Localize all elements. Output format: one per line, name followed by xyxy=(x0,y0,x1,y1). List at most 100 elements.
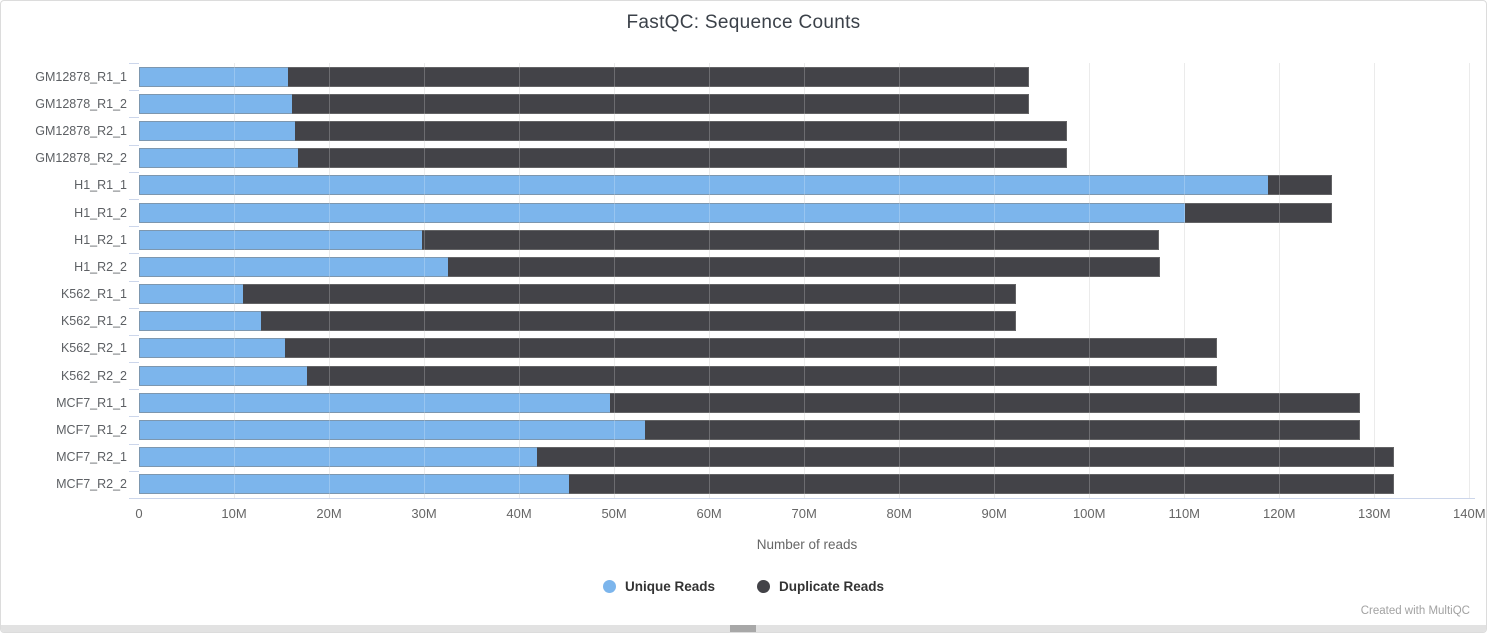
bar-segment-unique-reads[interactable] xyxy=(139,284,243,305)
x-axis-tick-labels: 0 10M 20M 30M 40M 50M 60M 70M 80M 90M 100M 110M 120M… xyxy=(135,506,1485,524)
gridline-30M xyxy=(424,63,426,498)
x-axis-line xyxy=(139,498,1475,499)
gridline-70M xyxy=(804,63,806,498)
legend-color-dot-icon xyxy=(602,580,616,593)
y-axis-tick xyxy=(129,416,139,418)
x-tick-label: 80M xyxy=(886,506,912,521)
stacked-bar-K562_R2_2 xyxy=(139,365,1218,386)
stacked-bar-MCF7_R2_2 xyxy=(139,474,1395,495)
stacked-bar-H1_R2_1 xyxy=(139,229,1159,250)
stacked-bar-MCF7_R1_2 xyxy=(139,420,1360,441)
gridline-140M xyxy=(1469,63,1471,498)
gridline-40M xyxy=(519,63,521,498)
bar-segment-unique-reads[interactable] xyxy=(139,474,570,495)
gridline-130M xyxy=(1374,63,1376,498)
y-axis-tick xyxy=(129,498,139,499)
stacked-bar-H1_R2_2 xyxy=(139,256,1160,277)
x-tick-label: 30M xyxy=(411,506,437,521)
legend-item-unique-reads[interactable]: Unique Reads xyxy=(602,579,715,594)
stacked-bar-K562_R1_2 xyxy=(139,311,1017,332)
bar-segment-duplicate-reads[interactable] xyxy=(285,338,1218,359)
x-tick-label: 10M xyxy=(221,506,247,521)
x-tick-label: 110M xyxy=(1168,506,1201,521)
bar-segment-unique-reads[interactable] xyxy=(139,66,289,87)
bar-segment-duplicate-reads[interactable] xyxy=(294,120,1068,141)
gridline-20M xyxy=(329,63,331,498)
stacked-bar-MCF7_R1_1 xyxy=(139,392,1360,413)
gridline-90M xyxy=(994,63,996,498)
gridline-60M xyxy=(709,63,711,498)
gridline-60M xyxy=(709,63,711,498)
bar-segment-unique-reads[interactable] xyxy=(139,392,611,413)
legend-color-dot-icon xyxy=(756,580,770,593)
gridline-80M xyxy=(899,63,901,498)
legend-label: Duplicate Reads xyxy=(778,579,885,594)
category-label-GM12878_R1_1: GM12878_R1_1 xyxy=(35,69,127,84)
scrollbar-thumb[interactable] xyxy=(730,625,756,632)
category-label-MCF7_R2_2: MCF7_R2_2 xyxy=(56,477,127,492)
category-label-K562_R1_1: K562_R1_1 xyxy=(60,287,127,302)
bar-segment-duplicate-reads[interactable] xyxy=(569,474,1395,495)
bar-segment-unique-reads[interactable] xyxy=(139,420,646,441)
category-label-K562_R2_1: K562_R2_1 xyxy=(60,341,127,356)
stacked-bar-GM12878_R1_1 xyxy=(139,66,1030,87)
bar-segment-duplicate-reads[interactable] xyxy=(291,93,1030,114)
y-axis-tick xyxy=(129,171,139,173)
gridline-140M xyxy=(1469,63,1471,498)
bar-segment-duplicate-reads[interactable] xyxy=(307,365,1218,386)
bar-segment-unique-reads[interactable] xyxy=(139,202,1186,223)
bar-segment-duplicate-reads[interactable] xyxy=(610,392,1360,413)
bar-segment-duplicate-reads[interactable] xyxy=(1267,175,1332,196)
x-tick-label: 0 xyxy=(135,506,143,521)
y-axis-tick xyxy=(129,443,139,445)
legend-label: Unique Reads xyxy=(624,579,715,594)
bar-segment-unique-reads[interactable] xyxy=(139,148,298,169)
stacked-bar-K562_R2_1 xyxy=(139,338,1218,359)
stacked-bar-K562_R1_1 xyxy=(139,284,1017,305)
x-axis-title: Number of reads xyxy=(756,537,858,552)
bar-segment-unique-reads[interactable] xyxy=(139,175,1268,196)
gridline-10M xyxy=(234,63,236,498)
y-axis-tick xyxy=(129,362,139,364)
bar-segment-unique-reads[interactable] xyxy=(139,365,308,386)
gridline-80M xyxy=(899,63,901,498)
bar-segment-unique-reads[interactable] xyxy=(139,338,286,359)
category-label-MCF7_R1_2: MCF7_R1_2 xyxy=(56,423,127,438)
bar-segment-unique-reads[interactable] xyxy=(139,447,538,468)
bar-segment-duplicate-reads[interactable] xyxy=(422,229,1159,250)
bar-segment-duplicate-reads[interactable] xyxy=(645,420,1360,441)
x-tick-label: 70M xyxy=(791,506,817,521)
horizontal-scrollbar[interactable] xyxy=(1,625,1486,632)
bar-segment-duplicate-reads[interactable] xyxy=(537,447,1395,468)
created-with-multiqc-label: Created with MultiQC xyxy=(1360,605,1470,617)
bar-segment-unique-reads[interactable] xyxy=(139,229,423,250)
bar-segment-duplicate-reads[interactable] xyxy=(297,148,1068,169)
legend-item-duplicate-reads[interactable]: Duplicate Reads xyxy=(756,579,885,594)
bar-segment-duplicate-reads[interactable] xyxy=(242,284,1017,305)
bar-segment-duplicate-reads[interactable] xyxy=(447,256,1160,277)
category-label-H1_R1_1: H1_R1_1 xyxy=(74,178,127,193)
gridline-70M xyxy=(804,63,806,498)
gridline-10M xyxy=(234,63,236,498)
y-axis-tick xyxy=(129,144,139,146)
stacked-bar-GM12878_R2_1 xyxy=(139,120,1068,141)
gridline-20M xyxy=(329,63,331,498)
bar-segment-unique-reads[interactable] xyxy=(139,93,292,114)
stacked-bar-H1_R1_2 xyxy=(139,202,1333,223)
bar-segment-duplicate-reads[interactable] xyxy=(288,66,1030,87)
category-label-H1_R1_2: H1_R1_2 xyxy=(74,205,127,220)
category-label-MCF7_R2_1: MCF7_R2_1 xyxy=(56,450,127,465)
bar-segment-unique-reads[interactable] xyxy=(139,311,261,332)
category-label-GM12878_R2_1: GM12878_R2_1 xyxy=(35,123,127,138)
category-label-H1_R2_1: H1_R2_1 xyxy=(74,232,127,247)
bar-segment-duplicate-reads[interactable] xyxy=(260,311,1017,332)
y-axis-tick xyxy=(129,307,139,309)
bar-segment-duplicate-reads[interactable] xyxy=(1185,202,1333,223)
gridline-50M xyxy=(614,63,616,498)
bar-segment-unique-reads[interactable] xyxy=(139,256,448,277)
y-axis-tick xyxy=(129,90,139,92)
bar-segment-unique-reads[interactable] xyxy=(139,120,295,141)
x-tick-label: 50M xyxy=(601,506,627,521)
y-axis-tick xyxy=(129,334,139,336)
